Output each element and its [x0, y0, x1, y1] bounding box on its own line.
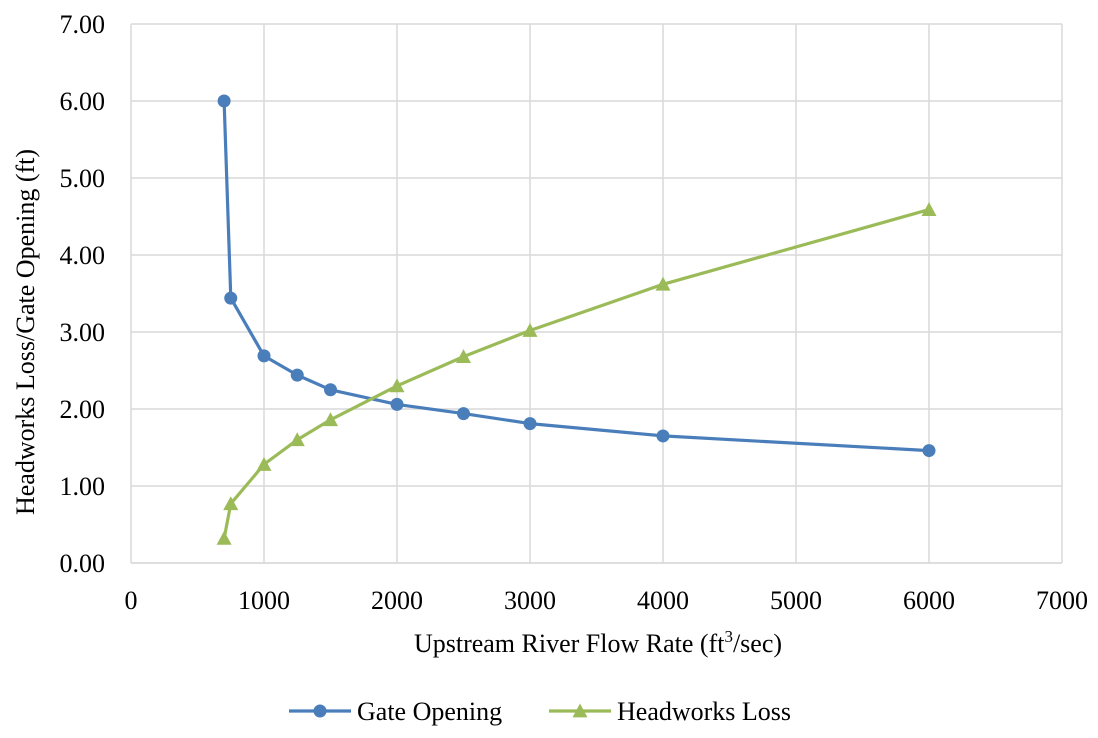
y-axis-title: Headworks Loss/Gate Opening (ft) [11, 149, 40, 515]
headworks-loss-point [289, 432, 305, 447]
gate-opening-point [257, 349, 271, 363]
headworks-loss-point [522, 322, 538, 337]
headworks-loss-point [216, 530, 232, 545]
y-tick-label: 0.00 [60, 549, 106, 578]
x-tick-label: 3000 [504, 586, 556, 615]
y-tick-label: 5.00 [60, 164, 106, 193]
legend-label: Gate Opening [357, 697, 502, 726]
y-tick-label: 6.00 [60, 87, 106, 116]
legend-item-gate-opening: Gate Opening [289, 697, 502, 726]
series-headworks-loss [216, 202, 937, 545]
tick-labels: 0 1000 2000 3000 4000 5000 6000 7000 0.00 1.00 2.0… [60, 10, 1089, 615]
gate-opening-point [324, 383, 337, 397]
headworks-loss-point [921, 202, 937, 216]
x-tick-label: 2000 [371, 586, 423, 615]
series-layer [216, 94, 937, 545]
y-tick-label: 1.00 [60, 472, 106, 501]
y-tick-label: 2.00 [60, 395, 106, 424]
y-tick-label: 3.00 [60, 318, 106, 347]
gate-opening-point [217, 94, 231, 108]
legend-item-headworks-loss: Headworks Loss [549, 697, 791, 726]
grid [130, 23, 1063, 564]
legend: Gate Opening Headworks Loss [289, 697, 791, 726]
y-tick-label: 7.00 [60, 10, 106, 39]
gate-opening-point [290, 368, 304, 382]
x-axis-title-text: Upstream River Flow Rate (ft [414, 629, 725, 658]
headworks-loss-point [456, 349, 471, 364]
gate-opening-point [390, 397, 404, 411]
legend-swatch-marker [572, 703, 588, 718]
x-tick-label: 7000 [1036, 586, 1088, 615]
gate-opening-point [457, 407, 470, 421]
headworks-loss-point [389, 378, 405, 393]
x-tick-label: 4000 [637, 586, 689, 615]
headworks-loss-point [655, 276, 671, 291]
legend-swatch-marker [313, 704, 327, 718]
series-gate-opening [217, 94, 936, 458]
x-tick-label: 0 [125, 586, 138, 615]
gate-opening-point [523, 417, 537, 431]
x-tick-label: 1000 [238, 586, 290, 615]
gate-opening-point [224, 291, 238, 305]
gate-opening-point [922, 444, 936, 458]
x-tick-label: 6000 [903, 586, 955, 615]
gate-opening-line [222, 100, 930, 453]
headworks-loss-point [223, 496, 239, 511]
x-axis-title: Upstream River Flow Rate (ft3/sec) [414, 627, 782, 658]
headworks-loss-point [256, 456, 272, 471]
x-axis-title-suffix: /sec) [733, 629, 782, 658]
x-tick-label: 5000 [770, 586, 822, 615]
gate-opening-point [656, 429, 670, 443]
headworks-loss-line [222, 208, 930, 539]
y-tick-label: 4.00 [60, 241, 106, 270]
legend-label: Headworks Loss [617, 697, 791, 726]
headworks-loss-point [323, 412, 338, 427]
x-axis-title-superscript: 3 [724, 627, 733, 646]
